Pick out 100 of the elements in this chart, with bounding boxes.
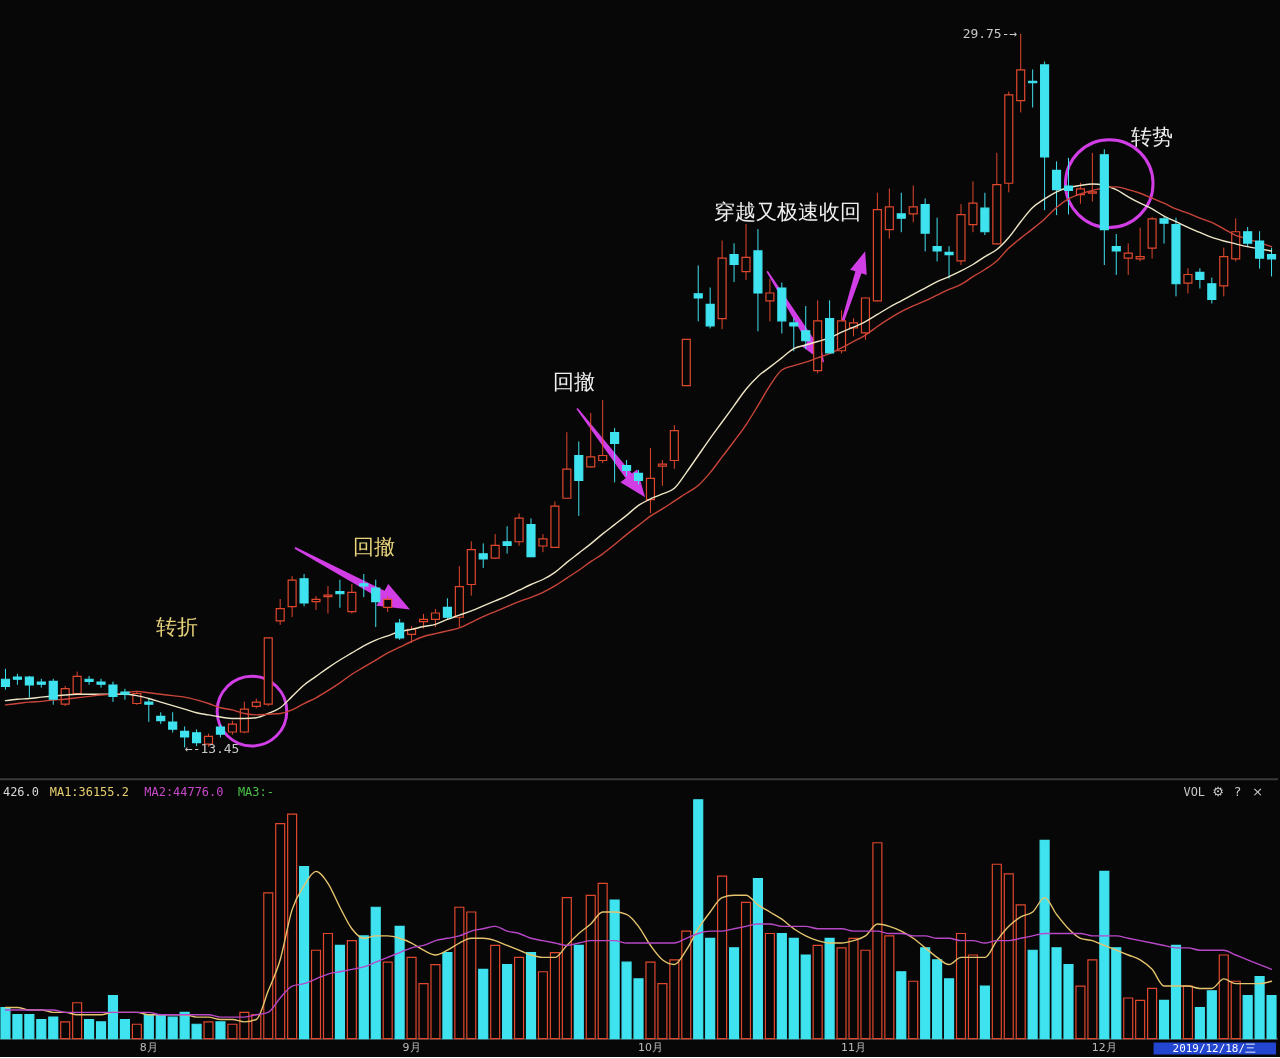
candlestick bbox=[0, 668, 11, 690]
candlestick bbox=[347, 583, 357, 614]
text: MA3:- bbox=[237, 784, 274, 799]
bar bbox=[346, 940, 357, 1040]
bar bbox=[585, 894, 596, 1040]
bar bbox=[561, 897, 572, 1040]
bar bbox=[573, 944, 584, 1040]
bar bbox=[358, 935, 369, 1040]
bar bbox=[967, 954, 979, 1040]
bar bbox=[1099, 870, 1110, 1040]
bar bbox=[1135, 999, 1146, 1040]
candlestick bbox=[980, 192, 990, 236]
text: MA2:44776.0 bbox=[144, 784, 224, 799]
bar bbox=[263, 892, 274, 1040]
x-tick-label: 12月 bbox=[1091, 1041, 1117, 1055]
candlestick bbox=[120, 688, 130, 700]
candlestick bbox=[1063, 157, 1074, 215]
bar bbox=[1194, 1006, 1205, 1040]
candlestick bbox=[311, 596, 321, 610]
candlestick bbox=[168, 712, 178, 733]
bar bbox=[824, 937, 835, 1040]
candlestick bbox=[478, 543, 488, 568]
candlestick bbox=[765, 278, 775, 322]
annotation: 穿越又极速收回 bbox=[713, 200, 861, 225]
candlestick bbox=[1087, 152, 1097, 202]
bar bbox=[955, 932, 967, 1040]
candlestick bbox=[610, 427, 620, 483]
bar bbox=[908, 980, 919, 1040]
bar bbox=[370, 906, 381, 1040]
text: VOL bbox=[1183, 784, 1206, 799]
x-tick-label: 10月 bbox=[637, 1041, 663, 1055]
candlestick bbox=[908, 185, 918, 223]
candlestick bbox=[1135, 227, 1145, 262]
bar bbox=[705, 937, 716, 1040]
bar bbox=[1230, 980, 1241, 1040]
bar bbox=[454, 906, 465, 1040]
text: 2019/12/18/三 bbox=[1172, 1041, 1257, 1055]
candlestick bbox=[84, 675, 94, 685]
bar bbox=[167, 1016, 178, 1040]
text: ⚙ bbox=[1212, 783, 1224, 799]
candlestick bbox=[72, 671, 82, 695]
bar bbox=[1182, 985, 1194, 1040]
candlestick bbox=[144, 698, 154, 722]
bar bbox=[597, 882, 608, 1040]
bar bbox=[776, 932, 787, 1040]
bar bbox=[1170, 944, 1182, 1040]
candlestick bbox=[395, 618, 405, 640]
candlestick bbox=[645, 447, 656, 514]
candlestick bbox=[598, 400, 608, 464]
bar bbox=[800, 954, 811, 1040]
bar bbox=[322, 932, 334, 1040]
candlestick bbox=[1051, 161, 1062, 216]
bar bbox=[36, 1018, 47, 1040]
x-tick-label: 9月 bbox=[402, 1041, 421, 1055]
candlestick bbox=[514, 513, 524, 546]
bar bbox=[131, 1023, 142, 1040]
candlestick bbox=[729, 243, 739, 283]
candlestick bbox=[1195, 268, 1205, 289]
bar bbox=[812, 944, 823, 1040]
bar bbox=[442, 952, 453, 1040]
candlestick bbox=[693, 265, 703, 322]
bar bbox=[203, 1021, 214, 1040]
candlestick bbox=[275, 598, 285, 625]
bar bbox=[119, 1018, 130, 1040]
bar bbox=[310, 949, 322, 1040]
bar bbox=[764, 932, 775, 1040]
bar bbox=[299, 866, 310, 1040]
annotation: 转折 bbox=[155, 614, 198, 639]
bar bbox=[991, 863, 1002, 1040]
bar bbox=[717, 875, 728, 1040]
candlestick bbox=[586, 412, 596, 468]
candlestick bbox=[896, 192, 906, 233]
candlestick bbox=[108, 681, 118, 702]
candlestick bbox=[705, 287, 715, 329]
bar bbox=[466, 911, 477, 1040]
bar bbox=[1147, 987, 1158, 1040]
candlestick bbox=[1255, 231, 1265, 269]
candlestick bbox=[96, 678, 106, 688]
bar bbox=[752, 877, 764, 1040]
candlestick bbox=[1207, 277, 1217, 304]
candlestick bbox=[1183, 268, 1193, 294]
bar bbox=[693, 799, 704, 1040]
candlestick bbox=[1243, 226, 1253, 248]
text: ? bbox=[1234, 783, 1242, 799]
bar bbox=[537, 971, 549, 1040]
candlestick bbox=[932, 217, 942, 262]
bar bbox=[979, 985, 990, 1040]
bar bbox=[788, 937, 799, 1040]
text: 426.0 bbox=[2, 784, 39, 799]
candlestick bbox=[944, 246, 954, 279]
bar bbox=[287, 813, 298, 1040]
bar bbox=[72, 1002, 83, 1040]
candlestick bbox=[1111, 234, 1121, 275]
candlestick bbox=[371, 579, 381, 628]
annotation: 29.75-→ bbox=[962, 26, 1018, 42]
bar bbox=[681, 930, 692, 1040]
bar bbox=[943, 978, 955, 1040]
bar bbox=[525, 952, 537, 1040]
bar bbox=[48, 1016, 59, 1040]
bar bbox=[60, 1021, 71, 1040]
